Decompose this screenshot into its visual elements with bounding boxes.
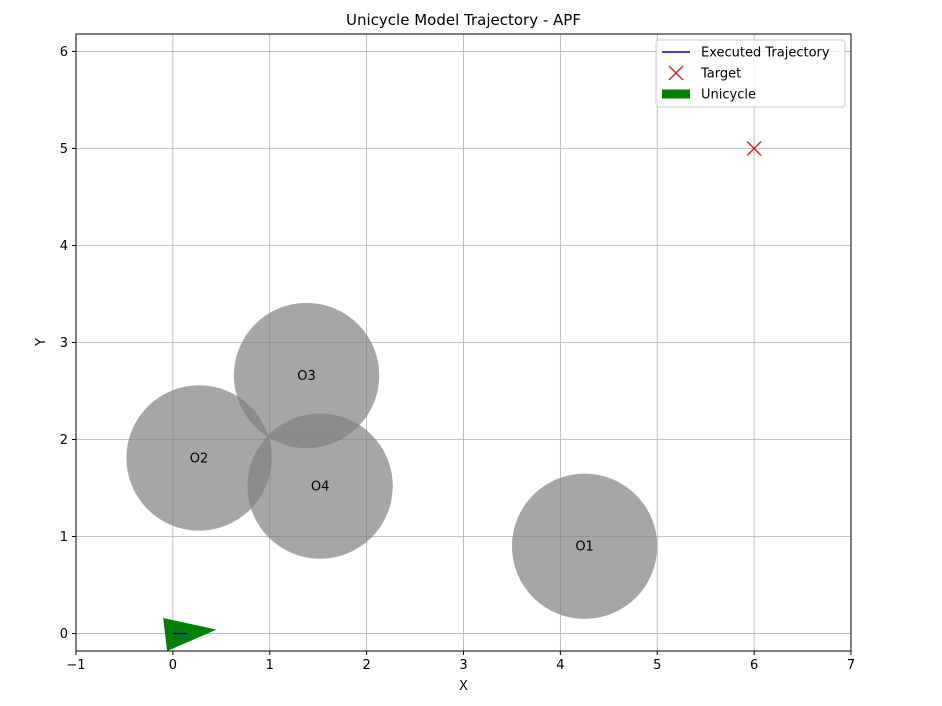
grid	[75, 34, 852, 651]
y-tick-label: 1	[60, 530, 68, 545]
y-tick-label: 4	[60, 239, 68, 254]
y-tick-label: 3	[60, 336, 68, 351]
obstacle-o3	[233, 302, 380, 449]
legend: Executed Trajectory Target Unicycle	[655, 39, 846, 108]
obstacle-label-o4: O4	[311, 480, 330, 495]
legend-entry-target: Target	[668, 65, 741, 82]
obstacle-o2	[126, 385, 272, 531]
svg-text:Unicycle: Unicycle	[701, 88, 756, 103]
obstacles: O1 O2 O3 O4	[126, 302, 658, 619]
x-tick-label: −1	[66, 658, 85, 673]
y-axis-label: Y	[34, 338, 49, 347]
x-tick-label: 3	[459, 658, 467, 673]
axes: −1 0 1 2 3 4 5 6 7 0 1 2 3 4 5 6	[60, 33, 855, 673]
y-tick-label: 6	[60, 45, 68, 60]
legend-entry-executed-trajectory: Executed Trajectory	[662, 46, 830, 61]
obstacle-label-o3: O3	[297, 369, 316, 384]
x-axis-label: X	[459, 679, 468, 694]
x-tick-label: 6	[750, 658, 758, 673]
obstacle-label-o2: O2	[190, 451, 209, 466]
x-tick-label: 4	[556, 658, 564, 673]
obstacle-o4	[247, 413, 393, 559]
legend-entry-unicycle: Unicycle	[662, 88, 756, 103]
x-tick-label: 0	[169, 658, 177, 673]
x-tick-label: 5	[653, 658, 661, 673]
y-tick-label: 0	[60, 627, 68, 642]
chart-title: Unicycle Model Trajectory - APF	[346, 11, 581, 29]
unicycle-marker	[163, 618, 217, 651]
target-marker	[746, 140, 762, 157]
obstacle-label-o1: O1	[575, 540, 594, 555]
legend-box	[655, 39, 846, 108]
svg-text:Executed Trajectory: Executed Trajectory	[701, 46, 830, 61]
trajectory-layer	[163, 140, 762, 651]
x-tick-label: 7	[847, 658, 855, 673]
obstacle-o1	[511, 473, 658, 619]
y-tick-label: 2	[60, 433, 68, 448]
svg-text:Target: Target	[700, 67, 741, 82]
y-tick-label: 5	[60, 142, 68, 157]
x-tick-label: 1	[266, 658, 274, 673]
x-tick-label: 2	[362, 658, 370, 673]
